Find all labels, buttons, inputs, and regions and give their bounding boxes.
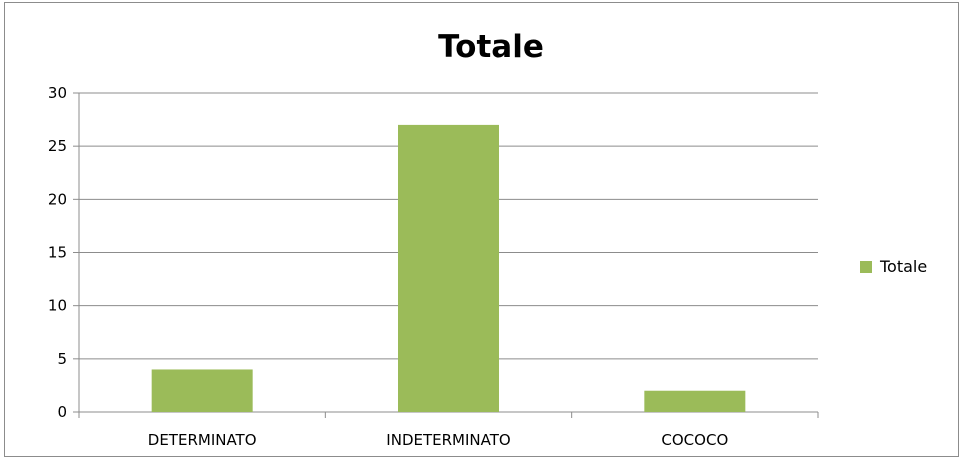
legend-swatch (860, 261, 872, 273)
y-tick-label: 0 (57, 403, 67, 421)
y-tick-label: 20 (48, 190, 67, 208)
y-tick-label: 25 (48, 137, 67, 155)
legend: Totale (860, 257, 927, 276)
y-tick-label: 5 (57, 350, 67, 368)
x-category-label: INDETERMINATO (386, 431, 510, 449)
legend-label: Totale (879, 257, 927, 276)
bars (151, 124, 746, 413)
y-tick-label: 30 (48, 84, 67, 102)
bar-cococo (644, 390, 746, 412)
x-category-label: COCOCO (661, 431, 728, 449)
x-axis-labels: DETERMINATO INDETERMINATO COCOCO (78, 412, 819, 449)
chart-title: Totale (438, 29, 544, 65)
y-axis-ticks: 0 5 10 15 20 25 30 (48, 84, 79, 421)
x-category-label: DETERMINATO (148, 431, 257, 449)
bar-indeterminato (398, 124, 499, 413)
y-tick-label: 15 (48, 244, 67, 262)
y-tick-label: 10 (48, 297, 67, 315)
bar-determinato (151, 369, 253, 412)
